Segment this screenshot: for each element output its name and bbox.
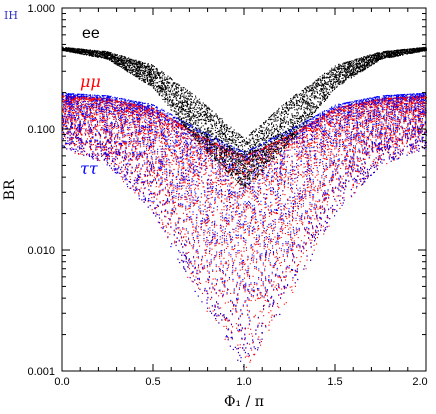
x-tick-label: 1.0	[236, 376, 251, 388]
y-tick-label: 0.001	[27, 366, 55, 378]
x-tick-label: 2.0	[412, 376, 427, 388]
series-label-tautau: ττ	[80, 159, 99, 178]
y-tick-label: 1.000	[27, 3, 55, 15]
series-tautau-points	[62, 92, 427, 368]
corner-label: IH	[4, 9, 18, 22]
series-ee-points	[62, 46, 427, 189]
series-label-mumu: μμ	[80, 72, 101, 91]
axis-ticks	[61, 7, 427, 372]
x-axis-title: Φ₁ / π	[224, 394, 264, 410]
scatter-points	[62, 46, 427, 368]
y-tick-label: 0.100	[27, 124, 55, 136]
x-tick-label: 0.0	[54, 376, 69, 388]
y-tick-label: 0.010	[27, 245, 55, 257]
series-label-ee: ee	[82, 25, 100, 42]
scatter-point-cloud	[62, 92, 427, 368]
y-axis-title: BR	[2, 179, 18, 200]
scatter-point-cloud	[62, 46, 427, 189]
x-tick-label: 1.5	[327, 376, 342, 388]
x-tick-label: 0.5	[145, 376, 160, 388]
